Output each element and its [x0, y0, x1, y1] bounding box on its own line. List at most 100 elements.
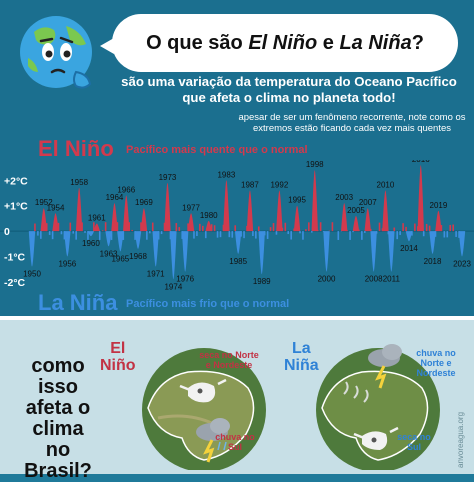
warm-year-label: 1983 — [217, 170, 235, 179]
signal-bar — [81, 222, 83, 231]
y-tick-label: +1°C — [4, 201, 28, 213]
signal-bar — [393, 228, 395, 232]
signal-bar — [105, 222, 107, 231]
credit: anvoreagua.org — [456, 412, 465, 468]
signal-bar — [396, 231, 398, 239]
signal-bar — [152, 223, 154, 232]
signal-bar — [287, 231, 289, 234]
signal-bar — [170, 231, 172, 239]
signal-bar — [455, 231, 457, 237]
signal-bar — [46, 223, 48, 231]
extremes-note: apesar de ser um fenômeno recorrente, no… — [238, 112, 466, 134]
signal-bar — [273, 223, 275, 231]
signal-bar — [423, 231, 425, 236]
signal-bar — [361, 231, 363, 240]
signal-bar — [358, 230, 360, 231]
signal-bar — [411, 231, 413, 236]
warm-peak — [418, 165, 424, 231]
warm-year-label: 2019 — [430, 201, 448, 210]
signal-bar — [255, 231, 257, 238]
signal-bar — [370, 229, 372, 231]
signal-bar — [311, 231, 313, 233]
signal-bar — [240, 231, 242, 237]
signal-bar — [429, 226, 431, 231]
signal-bar — [332, 222, 334, 231]
signal-bar — [196, 231, 198, 236]
signal-bar — [458, 231, 460, 238]
warm-year-label: 1954 — [47, 203, 65, 212]
signal-bar — [149, 231, 151, 233]
signal-bar — [252, 231, 254, 236]
lanina-south-label: seca no Sul — [396, 432, 432, 452]
signal-bar — [446, 231, 448, 237]
subtitle: são uma variação da temperatura do Ocean… — [112, 74, 466, 106]
cold-trough — [29, 231, 35, 267]
y-tick-label: -1°C — [4, 251, 26, 263]
signal-bar — [402, 223, 404, 231]
signal-bar — [376, 231, 378, 234]
signal-bar — [146, 231, 148, 240]
warm-peak — [353, 216, 359, 231]
signal-bar — [293, 228, 295, 231]
cold-trough — [370, 231, 376, 272]
warm-year-label: 1992 — [270, 180, 288, 189]
signal-bar — [128, 222, 130, 231]
signal-bar — [352, 231, 354, 232]
signal-bar — [426, 224, 428, 231]
signal-bar — [176, 223, 178, 231]
warm-peak — [365, 208, 371, 231]
signal-bar — [49, 231, 51, 235]
signal-bar — [284, 223, 286, 231]
warm-year-label: 2016 — [412, 160, 430, 164]
signal-bar — [131, 230, 133, 231]
signal-bar — [211, 224, 213, 231]
signal-bar — [75, 231, 77, 240]
signal-bar — [320, 222, 322, 231]
signal-bar — [158, 231, 160, 239]
cold-year-label: 2000 — [318, 275, 336, 284]
warm-peak — [276, 190, 282, 231]
signal-bar — [388, 231, 390, 234]
warm-year-label: 2007 — [359, 198, 377, 207]
signal-bar — [290, 231, 292, 239]
signal-bar — [364, 231, 366, 233]
signal-bar — [417, 226, 419, 231]
cold-year-label: 1985 — [229, 257, 247, 266]
cold-year-label: 2018 — [424, 257, 442, 266]
signal-bar — [264, 231, 266, 235]
divider — [0, 316, 474, 320]
warm-year-label: 1987 — [241, 180, 259, 189]
signal-bar — [243, 231, 245, 238]
warm-peak — [223, 180, 229, 231]
signal-bar — [299, 231, 301, 233]
question-bubble: O que são El Niño e La Niña? — [112, 14, 458, 72]
signal-bar — [178, 227, 180, 231]
cold-year-label: 2014 — [400, 244, 418, 253]
signal-bar — [405, 227, 407, 231]
signal-bar — [229, 231, 231, 237]
signal-bar — [246, 226, 248, 231]
signal-bar — [214, 225, 216, 231]
temperature-chart: +2°C+1°C0-1°C-2°C19501952195419561958196… — [0, 160, 474, 292]
signal-bar — [452, 225, 454, 232]
warm-year-label: 1980 — [200, 211, 218, 220]
signal-bar — [308, 222, 310, 231]
warm-year-label: 1966 — [117, 186, 135, 195]
warm-year-label: 1998 — [306, 160, 324, 169]
signal-bar — [276, 231, 278, 235]
cold-year-label: 1965 — [111, 254, 129, 263]
warm-year-label: 1977 — [182, 203, 200, 212]
cold-year-label: 1976 — [176, 275, 194, 284]
signal-bar — [93, 222, 95, 231]
elnino-north-label: seca no Norte e Nordeste — [196, 350, 262, 370]
signal-bar — [181, 231, 183, 239]
warm-year-label: 1961 — [88, 213, 106, 222]
elnino-south-label: chuva no Sul — [214, 432, 256, 452]
signal-bar — [123, 231, 125, 240]
signal-bar — [111, 231, 113, 240]
signal-bar — [34, 224, 36, 232]
signal-bar — [435, 231, 437, 237]
signal-bar — [399, 231, 401, 235]
signal-bar — [267, 231, 269, 239]
signal-bar — [317, 230, 319, 231]
